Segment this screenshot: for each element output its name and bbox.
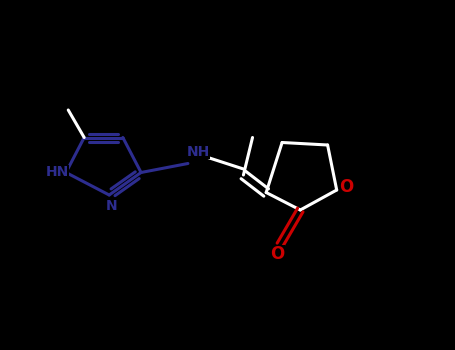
Text: HN: HN — [46, 164, 70, 178]
Text: NH: NH — [186, 145, 210, 159]
Text: O: O — [270, 245, 285, 263]
Text: O: O — [339, 178, 354, 196]
Text: N: N — [106, 199, 117, 213]
